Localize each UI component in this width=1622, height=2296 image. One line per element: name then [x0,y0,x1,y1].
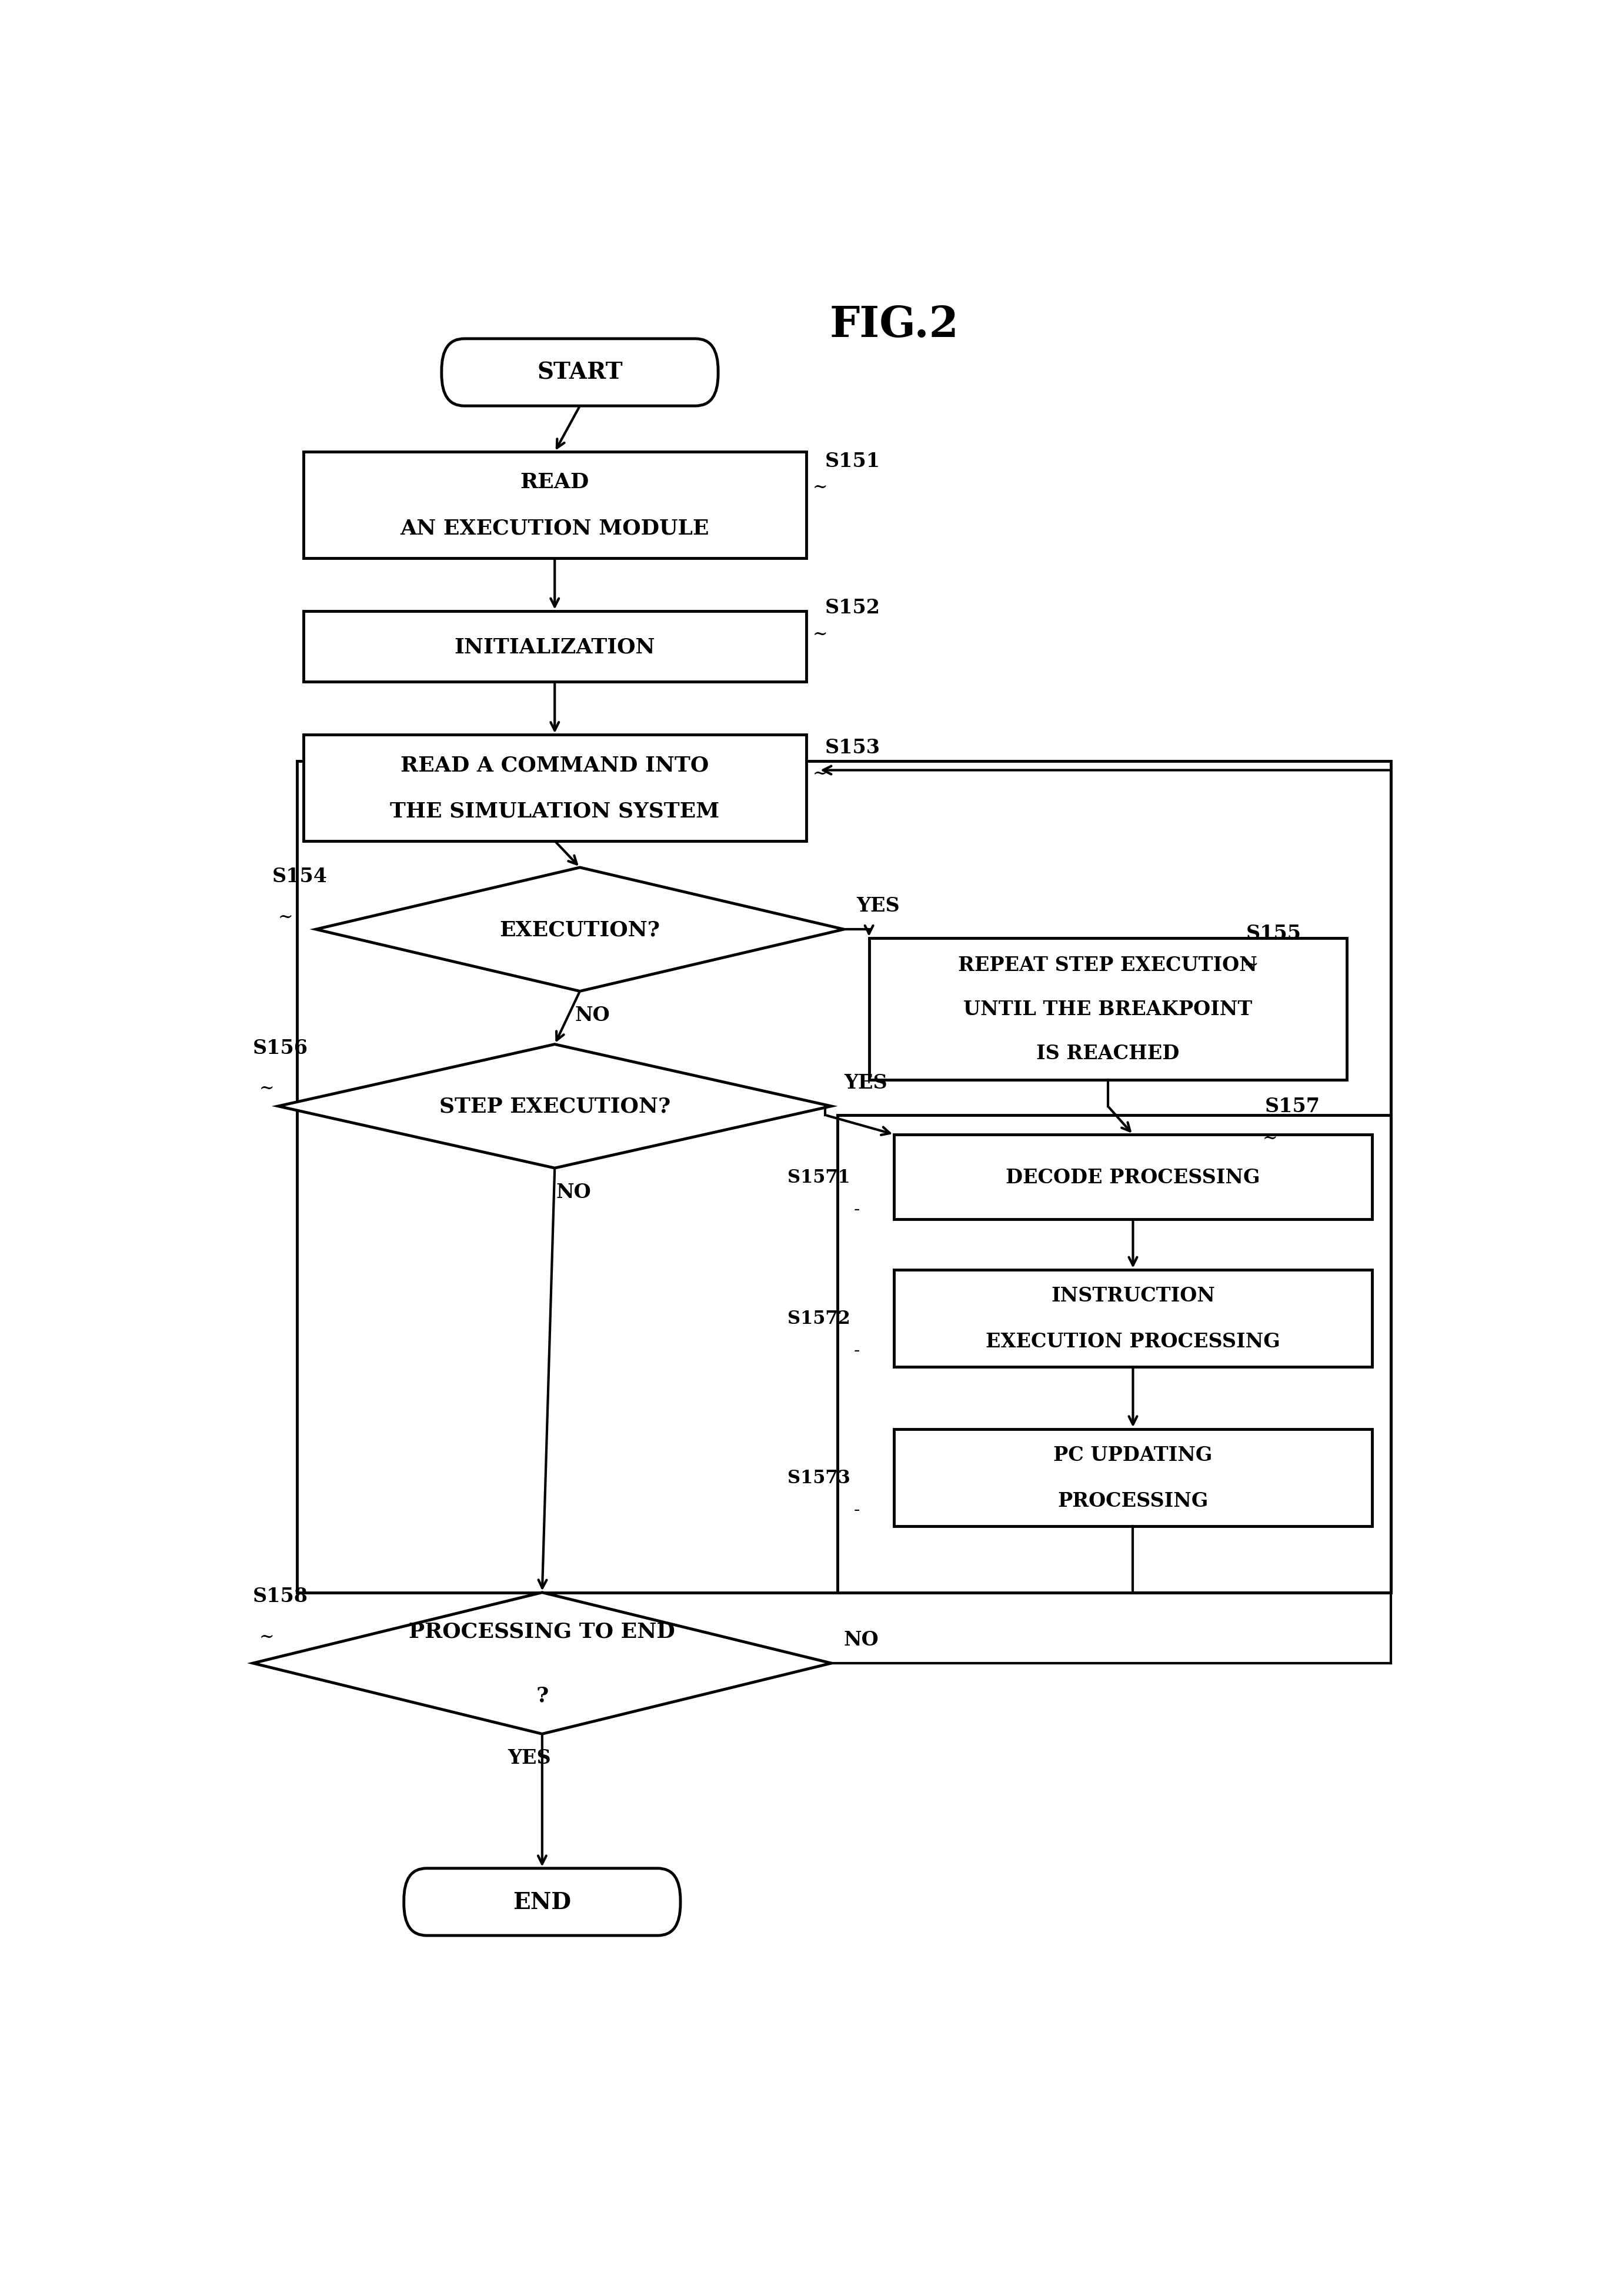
Text: S156: S156 [253,1038,308,1058]
Bar [303,735,806,840]
Text: -: - [853,1499,860,1518]
Text: ~: ~ [1244,955,1259,974]
Polygon shape [253,1593,832,1733]
Text: END: END [513,1892,571,1913]
Polygon shape [279,1045,832,1169]
Text: READ A COMMAND INTO: READ A COMMAND INTO [401,755,709,776]
Text: INITIALIZATION: INITIALIZATION [454,636,655,657]
Text: THE SIMULATION SYSTEM: THE SIMULATION SYSTEM [389,801,720,822]
Text: -: - [853,1201,860,1219]
Text: S152: S152 [826,599,881,618]
Bar [837,1116,1390,1593]
Bar [894,1270,1372,1366]
Text: YES: YES [843,1072,887,1093]
Text: READ: READ [521,473,589,491]
Text: ~: ~ [813,765,827,783]
Text: S157: S157 [1265,1097,1320,1116]
Text: YES: YES [508,1747,551,1768]
Text: ~: ~ [813,478,827,496]
Text: NO: NO [556,1182,590,1201]
Text: ~: ~ [813,625,827,643]
Bar [894,1428,1372,1527]
FancyBboxPatch shape [441,340,719,406]
Text: ~: ~ [279,909,294,925]
Text: S1572: S1572 [787,1309,850,1327]
Text: S154: S154 [272,868,328,886]
Text: -: - [853,1341,860,1359]
Bar [297,762,1390,1593]
Polygon shape [316,868,843,992]
Text: DECODE PROCESSING: DECODE PROCESSING [1006,1166,1260,1187]
Text: ?: ? [535,1685,548,1706]
Text: START: START [537,360,623,383]
Text: UNTIL THE BREAKPOINT: UNTIL THE BREAKPOINT [963,999,1252,1019]
Bar [303,611,806,682]
Bar [894,1134,1372,1219]
Text: AN EXECUTION MODULE: AN EXECUTION MODULE [401,519,709,537]
Text: S1571: S1571 [787,1169,850,1187]
Bar [303,452,806,558]
Text: S1573: S1573 [787,1469,850,1488]
Text: REPEAT STEP EXECUTION: REPEAT STEP EXECUTION [959,955,1257,976]
Text: EXECUTION PROCESSING: EXECUTION PROCESSING [986,1332,1280,1352]
Text: NO: NO [843,1630,879,1649]
Text: PROCESSING TO END: PROCESSING TO END [409,1621,675,1642]
Text: EXECUTION?: EXECUTION? [500,921,660,939]
Text: INSTRUCTION: INSTRUCTION [1051,1286,1215,1306]
Text: STEP EXECUTION?: STEP EXECUTION? [440,1097,670,1116]
Text: S158: S158 [253,1587,308,1605]
Text: PC UPDATING: PC UPDATING [1053,1444,1213,1465]
Text: S153: S153 [826,737,881,758]
Text: YES: YES [856,895,900,916]
Text: IS REACHED: IS REACHED [1036,1045,1179,1063]
Text: ~: ~ [260,1628,274,1646]
FancyBboxPatch shape [404,1869,681,1936]
Text: NO: NO [574,1006,610,1024]
Text: ~: ~ [1262,1130,1278,1148]
Text: S155: S155 [1246,923,1301,944]
Text: FIG.2: FIG.2 [829,303,959,347]
Text: PROCESSING: PROCESSING [1058,1490,1208,1511]
Bar [869,939,1346,1079]
Text: ~: ~ [260,1079,274,1097]
Text: S151: S151 [826,452,881,471]
